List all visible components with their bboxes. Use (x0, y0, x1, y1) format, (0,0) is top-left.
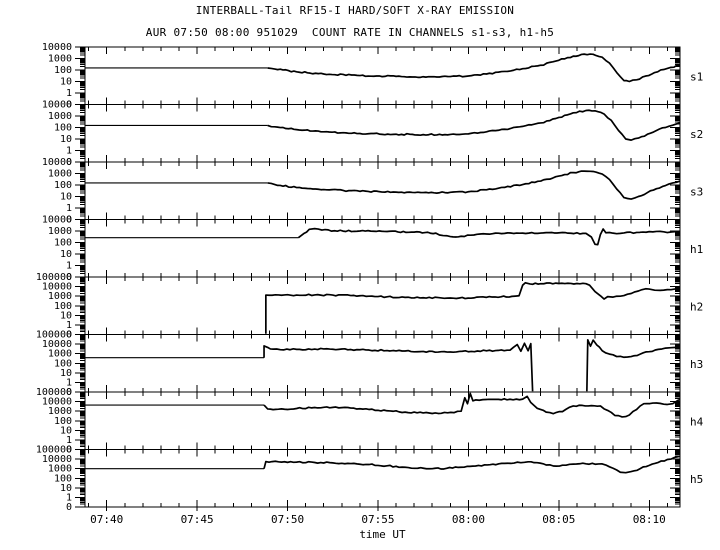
svg-text:1000: 1000 (48, 226, 72, 237)
svg-text:time UT: time UT (359, 528, 406, 541)
svg-text:10: 10 (60, 77, 72, 88)
svg-text:1: 1 (66, 203, 72, 214)
svg-text:100000: 100000 (36, 330, 72, 341)
svg-text:1000: 1000 (48, 464, 72, 475)
svg-text:100000: 100000 (36, 445, 72, 456)
svg-text:10000: 10000 (42, 282, 72, 293)
svg-text:10: 10 (60, 134, 72, 145)
svg-text:100000: 100000 (36, 272, 72, 283)
svg-text:100: 100 (54, 473, 72, 484)
svg-text:10: 10 (60, 310, 72, 321)
svg-text:100: 100 (54, 180, 72, 191)
svg-text:0: 0 (66, 387, 72, 398)
svg-text:1: 1 (66, 435, 72, 446)
svg-text:1000: 1000 (48, 54, 72, 65)
svg-text:1: 1 (66, 146, 72, 157)
svg-text:10000: 10000 (42, 157, 72, 168)
svg-text:1000: 1000 (48, 291, 72, 302)
svg-text:10000: 10000 (42, 339, 72, 350)
svg-text:07:40: 07:40 (90, 513, 123, 526)
svg-text:s1: s1 (690, 70, 703, 83)
svg-text:10: 10 (60, 425, 72, 436)
svg-text:1000: 1000 (48, 169, 72, 180)
svg-text:1000: 1000 (48, 406, 72, 417)
svg-text:10000: 10000 (42, 100, 72, 111)
svg-text:0: 0 (66, 215, 72, 226)
svg-text:1: 1 (66, 88, 72, 99)
svg-text:100: 100 (54, 238, 72, 249)
svg-text:08:00: 08:00 (452, 513, 485, 526)
svg-text:100: 100 (54, 416, 72, 427)
svg-text:0: 0 (66, 330, 72, 341)
svg-text:1: 1 (66, 377, 72, 388)
svg-text:h3: h3 (690, 358, 703, 371)
svg-text:10000: 10000 (42, 42, 72, 53)
svg-text:1: 1 (66, 492, 72, 503)
svg-text:10000: 10000 (42, 454, 72, 465)
svg-text:1: 1 (66, 261, 72, 272)
svg-text:10: 10 (60, 483, 72, 494)
chart-subtitle: AUR 07:50 08:00 951029 COUNT RATE IN CHA… (145, 26, 555, 39)
svg-text:10: 10 (60, 249, 72, 260)
svg-text:100: 100 (54, 65, 72, 76)
svg-text:100: 100 (54, 358, 72, 369)
svg-text:100000: 100000 (36, 387, 72, 398)
svg-text:07:50: 07:50 (271, 513, 304, 526)
svg-text:0: 0 (66, 502, 72, 513)
svg-text:10: 10 (60, 192, 72, 203)
svg-text:08:10: 08:10 (633, 513, 666, 526)
svg-text:0: 0 (66, 272, 72, 283)
svg-text:07:55: 07:55 (361, 513, 394, 526)
svg-text:10: 10 (60, 368, 72, 379)
svg-text:08:05: 08:05 (542, 513, 575, 526)
svg-text:h1: h1 (690, 243, 703, 256)
svg-text:h2: h2 (690, 300, 703, 313)
svg-text:0: 0 (66, 157, 72, 168)
svg-text:0: 0 (66, 100, 72, 111)
svg-text:07:45: 07:45 (181, 513, 214, 526)
svg-text:0: 0 (66, 445, 72, 456)
svg-text:1000: 1000 (48, 349, 72, 360)
svg-text:1: 1 (66, 320, 72, 331)
svg-text:10000: 10000 (42, 397, 72, 408)
svg-text:s2: s2 (690, 128, 703, 141)
chart-title: INTERBALL-Tail RF15-I HARD/SOFT X-RAY EM… (195, 4, 515, 17)
svg-text:h5: h5 (690, 473, 703, 486)
svg-text:s3: s3 (690, 185, 703, 198)
svg-text:h4: h4 (690, 415, 704, 428)
svg-text:10000: 10000 (42, 215, 72, 226)
svg-text:1000: 1000 (48, 111, 72, 122)
svg-text:100: 100 (54, 301, 72, 312)
svg-text:100: 100 (54, 123, 72, 134)
